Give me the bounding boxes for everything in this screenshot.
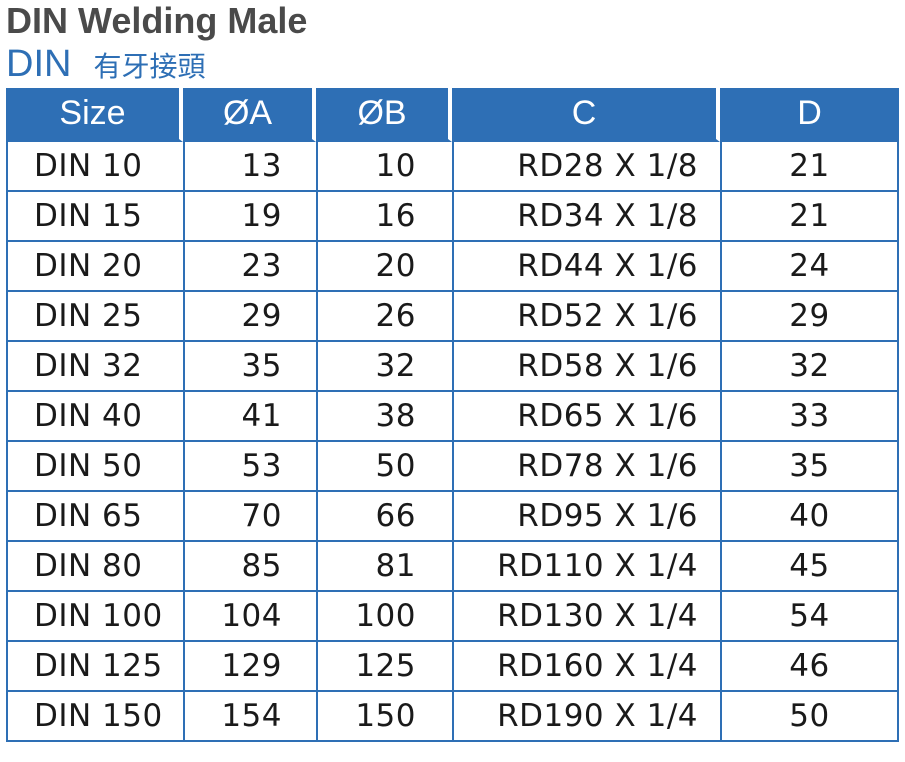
cell-diameter-b: 26 <box>316 292 452 342</box>
cell-diameter-a: 104 <box>183 592 316 642</box>
header-diameter-b: ØB <box>316 88 452 142</box>
cell-size: DIN 20 <box>6 242 183 292</box>
header-thread-c: C <box>452 88 720 142</box>
table-row: DIN 20 23 20 RD44 X 1/6 24 <box>6 242 899 292</box>
cell-diameter-b: 16 <box>316 192 452 242</box>
table-row: DIN 80 85 81 RD110 X 1/4 45 <box>6 542 899 592</box>
cell-length-d: 24 <box>720 242 899 292</box>
table-row: DIN 100 104 100 RD130 X 1/4 54 <box>6 592 899 642</box>
cell-thread-c: RD44 X 1/6 <box>452 242 720 292</box>
cell-thread-c: RD130 X 1/4 <box>452 592 720 642</box>
cell-thread-c: RD28 X 1/8 <box>452 142 720 192</box>
cell-size: DIN 50 <box>6 442 183 492</box>
cell-diameter-a: 154 <box>183 692 316 742</box>
cell-length-d: 45 <box>720 542 899 592</box>
cell-size: DIN 125 <box>6 642 183 692</box>
table-row: DIN 125 129 125 RD160 X 1/4 46 <box>6 642 899 692</box>
cell-size: DIN 65 <box>6 492 183 542</box>
cell-diameter-b: 38 <box>316 392 452 442</box>
cell-length-d: 33 <box>720 392 899 442</box>
cell-diameter-b: 150 <box>316 692 452 742</box>
cell-diameter-a: 19 <box>183 192 316 242</box>
cell-length-d: 32 <box>720 342 899 392</box>
subtitle-standard: DIN <box>6 43 72 85</box>
cell-diameter-a: 85 <box>183 542 316 592</box>
cell-size: DIN 100 <box>6 592 183 642</box>
table-row: DIN 40 41 38 RD65 X 1/6 33 <box>6 392 899 442</box>
cell-diameter-a: 129 <box>183 642 316 692</box>
table-row: DIN 50 53 50 RD78 X 1/6 35 <box>6 442 899 492</box>
cell-diameter-a: 41 <box>183 392 316 442</box>
cell-length-d: 21 <box>720 142 899 192</box>
cell-thread-c: RD190 X 1/4 <box>452 692 720 742</box>
cell-thread-c: RD65 X 1/6 <box>452 392 720 442</box>
cell-diameter-b: 50 <box>316 442 452 492</box>
cell-thread-c: RD78 X 1/6 <box>452 442 720 492</box>
table-row: DIN 15 19 16 RD34 X 1/8 21 <box>6 192 899 242</box>
cell-length-d: 50 <box>720 692 899 742</box>
spec-table: Size ØA ØB C D DIN 10 13 10 RD28 X 1/8 2… <box>6 88 899 742</box>
table-header-row: Size ØA ØB C D <box>6 88 899 142</box>
table-row: DIN 65 70 66 RD95 X 1/6 40 <box>6 492 899 542</box>
table-row: DIN 10 13 10 RD28 X 1/8 21 <box>6 142 899 192</box>
cell-diameter-a: 13 <box>183 142 316 192</box>
cell-diameter-a: 70 <box>183 492 316 542</box>
cell-diameter-a: 23 <box>183 242 316 292</box>
cell-length-d: 46 <box>720 642 899 692</box>
cell-diameter-b: 10 <box>316 142 452 192</box>
cell-thread-c: RD95 X 1/6 <box>452 492 720 542</box>
cell-diameter-b: 125 <box>316 642 452 692</box>
cell-length-d: 29 <box>720 292 899 342</box>
table-row: DIN 32 35 32 RD58 X 1/6 32 <box>6 342 899 392</box>
header-length-d: D <box>720 88 899 142</box>
cell-thread-c: RD110 X 1/4 <box>452 542 720 592</box>
cell-size: DIN 10 <box>6 142 183 192</box>
subtitle-chinese-name: 有牙接頭 <box>93 50 206 83</box>
cell-thread-c: RD160 X 1/4 <box>452 642 720 692</box>
table-row: DIN 150 154 150 RD190 X 1/4 50 <box>6 692 899 742</box>
cell-size: DIN 25 <box>6 292 183 342</box>
cell-diameter-a: 53 <box>183 442 316 492</box>
cell-diameter-b: 32 <box>316 342 452 392</box>
cell-thread-c: RD52 X 1/6 <box>452 292 720 342</box>
cell-thread-c: RD58 X 1/6 <box>452 342 720 392</box>
cell-diameter-a: 29 <box>183 292 316 342</box>
table-row: DIN 25 29 26 RD52 X 1/6 29 <box>6 292 899 342</box>
page-title: DIN Welding Male <box>6 0 308 41</box>
header-size: Size <box>6 88 183 142</box>
cell-length-d: 35 <box>720 442 899 492</box>
cell-diameter-b: 81 <box>316 542 452 592</box>
page-subtitle: DIN 有牙接頭 <box>6 44 205 84</box>
header-diameter-a: ØA <box>183 88 316 142</box>
cell-length-d: 40 <box>720 492 899 542</box>
cell-size: DIN 80 <box>6 542 183 592</box>
cell-diameter-b: 20 <box>316 242 452 292</box>
cell-diameter-a: 35 <box>183 342 316 392</box>
cell-thread-c: RD34 X 1/8 <box>452 192 720 242</box>
cell-diameter-b: 100 <box>316 592 452 642</box>
cell-size: DIN 150 <box>6 692 183 742</box>
cell-size: DIN 40 <box>6 392 183 442</box>
cell-diameter-b: 66 <box>316 492 452 542</box>
cell-length-d: 21 <box>720 192 899 242</box>
cell-size: DIN 15 <box>6 192 183 242</box>
cell-length-d: 54 <box>720 592 899 642</box>
cell-size: DIN 32 <box>6 342 183 392</box>
